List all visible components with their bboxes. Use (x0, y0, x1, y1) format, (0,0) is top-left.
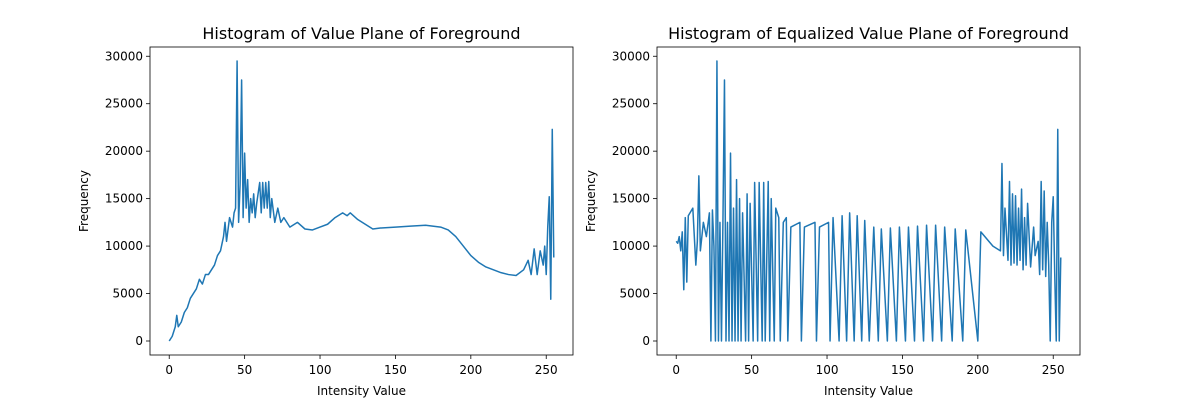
x-tick-label: 50 (744, 363, 759, 377)
y-tick-label: 5000 (619, 287, 650, 301)
line (168, 60, 555, 342)
x-axis-label: Intensity Value (317, 384, 406, 398)
x-tick-label: 150 (891, 363, 914, 377)
axes-frame (149, 46, 574, 356)
axes-frame (656, 46, 1081, 356)
y-tick-label: 20000 (105, 144, 143, 158)
x-tick-label: 50 (237, 363, 252, 377)
subplot: Histogram of Value Plane of Foreground In… (77, 24, 574, 398)
x-tick-label: 250 (1042, 363, 1065, 377)
y-tick-label: 30000 (105, 49, 143, 63)
line (675, 60, 1062, 342)
y-tick-label: 10000 (612, 239, 650, 253)
y-axis-label: Frequency (584, 170, 598, 232)
y-tick-label: 25000 (612, 97, 650, 111)
subplot-title: Histogram of Equalized Value Plane of Fo… (668, 24, 1069, 43)
x-tick-label: 100 (309, 363, 332, 377)
y-tick-label: 30000 (612, 49, 650, 63)
x-tick-label: 150 (384, 363, 407, 377)
y-axis-label: Frequency (77, 170, 91, 232)
x-tick-label: 0 (165, 363, 173, 377)
y-tick-label: 5000 (112, 287, 143, 301)
y-tick-label: 0 (642, 334, 650, 348)
y-tick-label: 25000 (105, 97, 143, 111)
x-tick-label: 200 (459, 363, 482, 377)
x-tick-label: 200 (966, 363, 989, 377)
x-tick-label: 100 (816, 363, 839, 377)
y-tick-label: 0 (135, 334, 143, 348)
x-tick-label: 0 (672, 363, 680, 377)
y-tick-label: 15000 (105, 192, 143, 206)
y-tick-label: 10000 (105, 239, 143, 253)
subplot: Histogram of Equalized Value Plane of Fo… (584, 24, 1081, 398)
x-tick-label: 250 (535, 363, 558, 377)
y-tick-label: 15000 (612, 192, 650, 206)
subplot-title: Histogram of Value Plane of Foreground (202, 24, 520, 43)
y-tick-label: 20000 (612, 144, 650, 158)
x-axis-label: Intensity Value (824, 384, 913, 398)
